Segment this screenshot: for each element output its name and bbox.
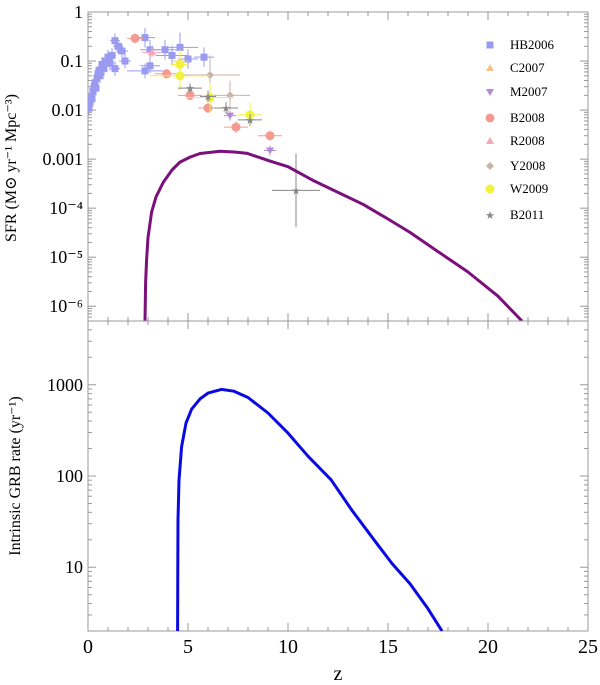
plot-area: [176, 387, 444, 631]
data-point: [121, 57, 129, 65]
data-point: ★: [245, 115, 255, 127]
data-point: [168, 51, 176, 59]
data-point: [226, 112, 234, 120]
series-HB2006: [88, 27, 214, 116]
legend-marker: [485, 184, 495, 194]
model-curve: [176, 387, 444, 631]
legend-marker: [486, 64, 494, 71]
data-point: [265, 131, 275, 141]
legend-label: C2007: [510, 60, 545, 75]
data-point: [91, 79, 99, 87]
y-tick-label: 100: [56, 466, 83, 486]
sfr-panel: 1 0.1 0.01 0.001 10⁻⁴ 10⁻⁵ 10⁻⁶ ★ ★ ★ ★ ★ HB2006 C200…: [43, 2, 589, 322]
data-point: [96, 72, 104, 80]
legend-label: B2011: [510, 207, 544, 222]
x-tick-label: 15: [378, 636, 398, 658]
y-tick-label: 0.001: [43, 149, 84, 169]
x-tick-label: 5: [183, 636, 193, 658]
series-M2007: [224, 110, 276, 156]
data-point: [102, 57, 110, 65]
data-point: [130, 33, 140, 43]
legend-marker: [486, 41, 494, 49]
legend-marker: ★: [485, 210, 495, 222]
data-point: [161, 46, 169, 54]
data-point: [141, 34, 149, 42]
legend-marker: [486, 137, 494, 144]
data-point: [162, 69, 172, 79]
legend-marker: [486, 162, 494, 170]
data-point: ★: [291, 185, 301, 197]
legend-label: HB2006: [510, 37, 555, 52]
series-R2008: [142, 47, 162, 58]
data-point: [92, 84, 100, 92]
y-tick-label: 0.1: [61, 51, 84, 71]
legend-label: M2007: [510, 84, 548, 99]
data-point: [114, 42, 122, 50]
legend-marker: [486, 89, 494, 96]
data-point: [203, 103, 213, 113]
bottom-ylabel: Intrinsic GRB rate (yr⁻¹): [7, 396, 24, 555]
data-point: [146, 46, 154, 54]
data-point: [176, 43, 184, 51]
data-point: [88, 95, 96, 103]
legend-label: R2008: [510, 133, 545, 148]
data-point: [111, 37, 119, 45]
data-point: [200, 53, 208, 61]
data-point: [175, 71, 185, 81]
data-point: [146, 62, 154, 70]
plot-frame: [87, 320, 589, 632]
data-point: [95, 66, 103, 74]
legend-marker: [485, 113, 495, 123]
data-point: [106, 59, 114, 67]
series-B2011: ★ ★ ★ ★ ★: [178, 83, 320, 228]
x-tick-label: 25: [578, 636, 598, 658]
y-tick-label: 1: [74, 2, 83, 22]
data-point: [266, 147, 274, 155]
model-curve: [143, 149, 524, 321]
top-ylabel: SFR (M⊙ yr⁻¹ Mpc⁻³): [3, 94, 20, 242]
x-tick-label: 0: [83, 636, 93, 658]
data-point: [108, 51, 116, 59]
y-tick-label: 10⁻⁴: [49, 198, 83, 218]
data-point: ★: [221, 103, 231, 115]
x-tick-label: 10: [278, 636, 298, 658]
data-point: [118, 47, 126, 55]
legend-label: Y2008: [510, 158, 545, 173]
xlabel: z: [334, 663, 343, 685]
data-point: [206, 70, 214, 79]
legend-label: B2008: [510, 110, 545, 125]
data-point: ★: [185, 83, 195, 95]
data-point: ★: [203, 91, 213, 103]
data-point: [141, 67, 149, 75]
series-Y2008: [180, 55, 250, 111]
data-point: [100, 65, 108, 73]
plot-area: ★ ★ ★ ★ ★: [88, 27, 524, 321]
data-point: [226, 91, 234, 100]
x-tick-label: 20: [478, 636, 498, 658]
y-tick-label: 10⁻⁶: [49, 296, 83, 316]
data-point: [148, 48, 156, 56]
y-tick-label: 10: [65, 557, 83, 577]
y-tick-label: 10⁻⁵: [49, 247, 83, 267]
data-point: [231, 122, 241, 132]
legend-label: W2009: [510, 181, 548, 196]
data-point: [111, 65, 119, 73]
y-tick-label: 0.01: [52, 100, 84, 120]
data-point: [98, 61, 106, 69]
data-point: [104, 53, 112, 61]
y-tick-label: 1000: [47, 375, 83, 395]
data-point: [184, 55, 192, 63]
